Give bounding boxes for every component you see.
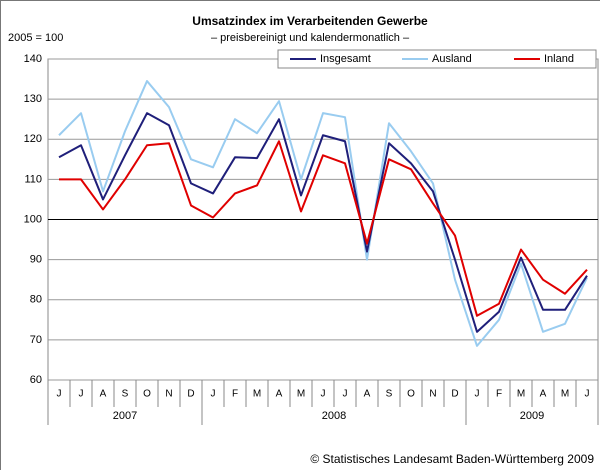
series-line [59,140,588,317]
series-line [58,112,588,333]
x-tick-label: J [211,389,216,400]
chart-title: Umsatzindex im Verarbeitenden Gewerbe [192,14,428,28]
x-tick-label: N [165,389,172,400]
x-tick-label: M [517,389,525,400]
x-tick-label: J [585,389,590,400]
y-tick-label: 60 [30,374,42,386]
x-tick-label: J [57,389,62,400]
x-tick-label: A [276,389,283,400]
x-tick-label: O [407,389,415,400]
legend-label: Inland [544,53,574,65]
x-tick-label: A [540,389,547,400]
x-tick-label: J [475,389,480,400]
y-tick-label: 70 [30,334,42,346]
x-tick-label: M [253,389,261,400]
x-tick-label: M [561,389,569,400]
x-tick-label: J [321,389,326,400]
y-tick-label: 110 [24,173,42,185]
x-tick-label: F [232,389,238,400]
x-tick-label: D [187,389,194,400]
x-tick-label: S [386,389,393,400]
source: © Statistisches Landesamt Baden-Württemb… [310,452,594,466]
x-tick-label: J [343,389,348,400]
y-tick-label: 140 [24,53,42,65]
x-tick-label: O [143,389,151,400]
x-tick-label: D [451,389,458,400]
y-tick-label: 80 [30,294,42,306]
y-tick-label: 130 [24,93,42,105]
y-tick-label: 100 [24,213,42,225]
x-tick-label: A [364,389,371,400]
x-tick-label: F [496,389,502,400]
legend-box [277,49,597,69]
x-tick-label: J [79,389,84,400]
x-tick-label: N [429,389,436,400]
y-label: 2005 = 100 [8,32,63,44]
year-label: 2008 [322,410,346,422]
x-tick-label: S [122,389,129,400]
legend-label: Ausland [432,53,472,65]
y-tick-label: 120 [24,133,42,145]
chart-subtitle: – preisbereinigt und kalendermonatlich – [211,32,410,44]
y-tick-label: 90 [30,254,42,266]
series-line [58,80,588,347]
x-tick-label: M [297,389,305,400]
legend-label: Insgesamt [320,53,371,65]
year-label: 2007 [113,410,137,422]
year-label: 2009 [520,410,544,422]
x-tick-label: A [100,389,107,400]
